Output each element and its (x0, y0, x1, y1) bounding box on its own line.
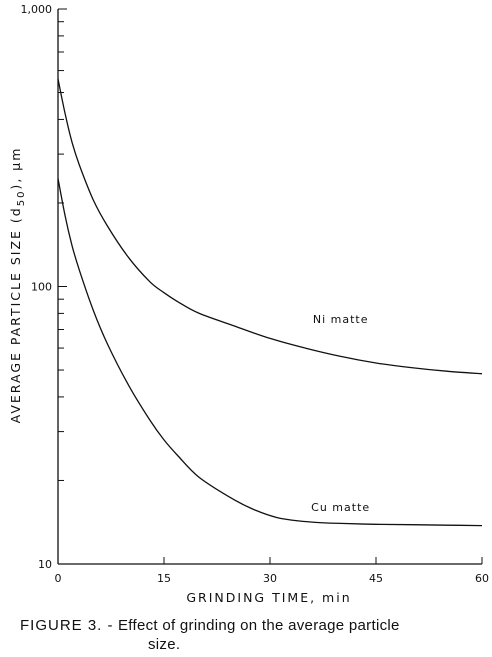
y-tick-label: 100 (31, 281, 52, 294)
figure-caption: FIGURE 3. - Effect of grinding on the av… (20, 616, 480, 654)
series-label-cu-matte: Cu matte (311, 501, 370, 514)
y-axis-label: AVERAGE PARTICLE SIZE (d50), μm (8, 147, 27, 424)
chart-tick-labels: 10 100 1,000 0 15 30 45 60 (21, 3, 490, 585)
x-tick-label: 30 (263, 572, 277, 585)
chart-axes (57, 9, 482, 565)
x-tick-label: 15 (157, 572, 171, 585)
y-axis-label-tail: ), μm (8, 147, 23, 190)
series-label-ni-matte: Ni matte (313, 313, 369, 326)
figure-number: FIGURE 3. - (20, 617, 114, 634)
y-tick-label: 10 (38, 558, 52, 571)
y-axis-label-subscript: 50 (16, 190, 27, 207)
chart-series-labels: Ni matte Cu matte (311, 313, 370, 514)
series-line-cu-matte (57, 178, 483, 527)
caption-text-1: Effect of grinding on the average partic… (117, 617, 400, 634)
caption-line-1: FIGURE 3. - Effect of grinding on the av… (20, 616, 480, 635)
series-line-ni-matte (57, 78, 483, 375)
y-axis-label-main: AVERAGE PARTICLE SIZE (d (8, 206, 23, 423)
chart: 10 100 1,000 0 15 30 45 60 Ni matte Cu matte AVE… (8, 3, 490, 605)
caption-line-2: size. (148, 636, 181, 653)
x-tick-label: 60 (475, 572, 489, 585)
chart-ticks (57, 8, 483, 565)
y-tick-label: 1,000 (21, 3, 53, 16)
chart-series (57, 78, 483, 527)
x-tick-label: 45 (369, 572, 383, 585)
x-tick-label: 0 (55, 572, 62, 585)
x-axis-label: GRINDING TIME, min (186, 590, 351, 605)
